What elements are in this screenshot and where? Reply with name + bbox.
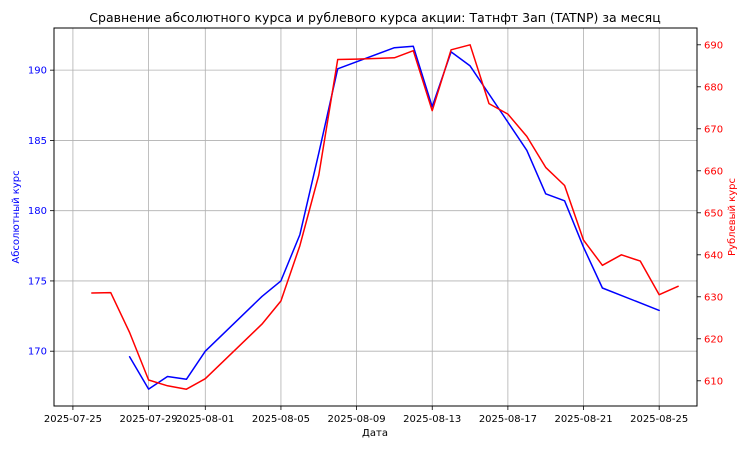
- right-y-tick-label: 650: [704, 208, 723, 219]
- x-tick-label: 2025-08-01: [176, 414, 234, 425]
- x-tick-label: 2025-07-29: [119, 414, 177, 425]
- plot-frame: [53, 27, 698, 407]
- right-y-tick-label: 610: [704, 376, 723, 387]
- x-tick-label: 2025-08-21: [554, 414, 612, 425]
- left-y-tick-label: 185: [28, 136, 47, 147]
- x-tick-label: 2025-08-13: [403, 414, 461, 425]
- ruble-price-line: [91, 44, 679, 390]
- absolute-price-line: [128, 45, 660, 390]
- x-tick-label: 2025-08-17: [479, 414, 537, 425]
- x-tick-label: 2025-08-25: [630, 414, 688, 425]
- grid-layer: [54, 28, 697, 406]
- left-y-tick-label: 170: [28, 347, 47, 358]
- left-y-axis-ticks: 170 175 180 185 190: [28, 66, 54, 358]
- x-tick-label: 2025-08-05: [252, 414, 310, 425]
- right-y-tick-label: 680: [704, 82, 723, 93]
- right-y-tick-label: 660: [704, 166, 723, 177]
- right-y-tick-label: 620: [704, 334, 723, 345]
- left-y-tick-label: 180: [28, 206, 47, 217]
- right-y-tick-label: 640: [704, 250, 723, 261]
- x-axis-label: Дата: [362, 428, 388, 439]
- chart-title: Сравнение абсолютного курса и рублевого …: [89, 10, 660, 25]
- left-y-tick-label: 175: [28, 276, 47, 287]
- series-layer: [91, 44, 679, 390]
- left-y-axis-label: Абсолютный курс: [11, 170, 22, 263]
- x-tick-label: 2025-08-09: [328, 414, 386, 425]
- right-y-tick-label: 670: [704, 124, 723, 135]
- right-y-tick-label: 690: [704, 40, 723, 51]
- x-tick-label: 2025-07-25: [44, 414, 102, 425]
- right-y-axis-ticks: 610 620 630 640 650 660 670 680 690: [697, 40, 723, 387]
- left-y-tick-label: 190: [28, 66, 47, 77]
- right-y-tick-label: 630: [704, 292, 723, 303]
- right-y-axis-label: Рублевый курс: [727, 178, 738, 256]
